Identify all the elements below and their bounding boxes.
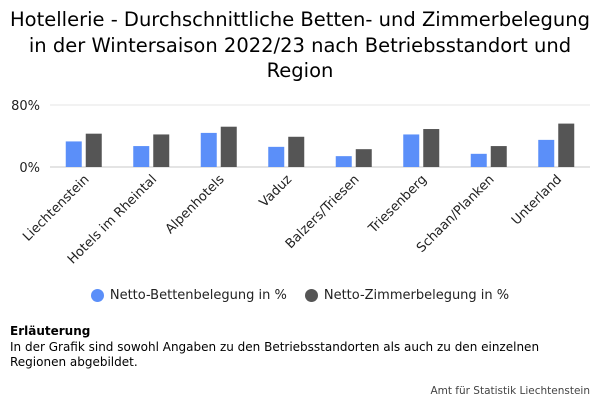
x-tick-label: Triesenberg — [365, 172, 430, 237]
x-tick-label: Liechtenstein — [20, 172, 92, 244]
bar — [490, 146, 507, 167]
legend-item-zimmer[interactable]: Netto-Zimmerbelegung in % — [304, 288, 510, 303]
bar — [335, 156, 352, 167]
bar — [268, 146, 285, 167]
bar — [470, 153, 487, 167]
legend-marker-betten — [90, 289, 104, 302]
bar — [220, 126, 237, 167]
y-tick-label: 0% — [19, 161, 40, 176]
note-text: In der Grafik sind sowohl Angaben zu den… — [10, 340, 540, 369]
bar — [288, 136, 305, 167]
bar — [538, 139, 555, 167]
bar — [153, 134, 170, 167]
y-tick-label: 80% — [11, 99, 40, 114]
legend-label-zimmer: Netto-Zimmerbelegung in % — [323, 288, 510, 303]
legend-label-betten: Netto-Bettenbelegung in % — [109, 288, 287, 303]
legend-marker-zimmer — [304, 289, 318, 302]
bar — [65, 141, 82, 167]
bar — [133, 146, 150, 167]
bar — [558, 123, 575, 167]
x-tick-label: Unterland — [509, 172, 565, 228]
x-tick-label: Balzers/Triesen — [283, 172, 363, 252]
note-heading: Erläuterung — [10, 324, 91, 338]
chart-legend: Netto-Bettenbelegung in % Netto-Zimmerbe… — [0, 288, 600, 303]
x-tick-label: Vaduz — [257, 172, 295, 210]
x-tick-label: Alpenhotels — [163, 172, 228, 237]
bar — [85, 133, 102, 167]
legend-item-betten[interactable]: Netto-Bettenbelegung in % — [90, 288, 287, 303]
bar — [200, 132, 217, 167]
source-credit: Amt für Statistik Liechtenstein — [430, 385, 590, 397]
bar — [423, 129, 440, 167]
chart-title: Hotellerie - Durchschnittliche Betten- u… — [10, 8, 590, 82]
bar — [355, 149, 372, 167]
bar — [403, 134, 420, 167]
